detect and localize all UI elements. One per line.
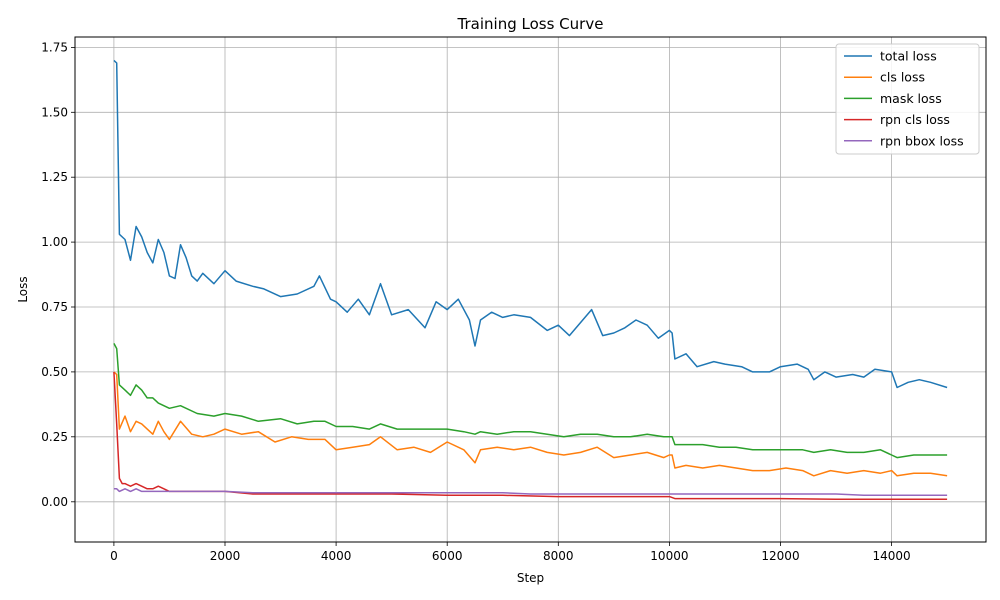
legend: total loss cls loss mask loss rpn cls loss r…	[835, 43, 980, 155]
y-tick-label: 1.00	[41, 235, 68, 249]
series-line-rpn-cls-loss	[113, 371, 948, 500]
x-tick-label: 4000	[321, 549, 352, 563]
y-tick-label: 1.75	[41, 40, 68, 54]
x-tick-label: 14000	[873, 549, 911, 563]
series-layer	[113, 59, 948, 500]
x-tick-label: 6000	[432, 549, 463, 563]
legend-label-mask-loss: mask loss	[880, 91, 942, 106]
series-line-mask-loss	[113, 343, 948, 459]
y-tick-label: 0.50	[41, 365, 68, 379]
legend-label-rpn-bbox-loss: rpn bbox loss	[880, 133, 964, 148]
chart-title: Training Loss Curve	[457, 15, 604, 33]
x-tick-label: 2000	[210, 549, 241, 563]
x-axis: 0 2000 4000 6000 8000 10000 12000 14000	[110, 542, 911, 563]
x-tick-label: 8000	[543, 549, 574, 563]
legend-label-cls-loss: cls loss	[880, 70, 925, 85]
legend-label-total-loss: total loss	[880, 49, 937, 64]
x-tick-label: 0	[110, 549, 118, 563]
y-axis: 0.00 0.25 0.50 0.75 1.00 1.25 1.50 1.75	[41, 40, 75, 509]
series-line-cls-loss	[113, 371, 948, 477]
y-axis-label: Loss	[16, 276, 30, 302]
legend-label-rpn-cls-loss: rpn cls loss	[880, 112, 950, 127]
x-tick-label: 12000	[761, 549, 799, 563]
y-tick-label: 0.25	[41, 430, 68, 444]
x-axis-label: Step	[517, 571, 544, 585]
y-tick-label: 1.25	[41, 170, 68, 184]
y-tick-label: 1.50	[41, 105, 68, 119]
series-line-total-loss	[113, 59, 948, 389]
y-tick-label: 0.75	[41, 300, 68, 314]
y-tick-label: 0.00	[41, 495, 68, 509]
x-tick-label: 10000	[650, 549, 688, 563]
legend-box	[835, 43, 980, 155]
plot-frame	[74, 36, 987, 543]
series-line-rpn-bbox-loss	[113, 488, 948, 497]
